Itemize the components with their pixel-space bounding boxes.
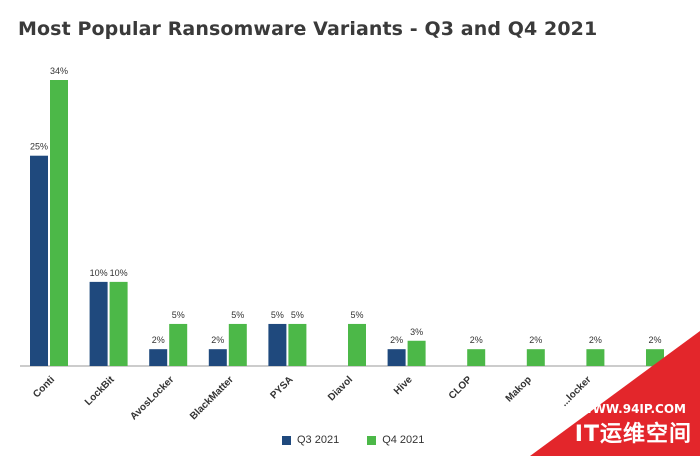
bars-group: [30, 80, 664, 366]
bar-makop-q4: [526, 349, 545, 366]
bar-blackmatter-q3: [208, 349, 227, 366]
legend-item-q3: Q3 2021: [282, 434, 339, 446]
watermark-triangle: [530, 331, 700, 456]
legend-label-q4: Q4 2021: [382, 434, 425, 446]
value-label: 2%: [211, 335, 224, 345]
value-label: 5%: [291, 310, 304, 320]
bar-avoslocker-q3: [149, 349, 168, 366]
chart-title: Most Popular Ransomware Variants - Q3 an…: [18, 18, 598, 40]
watermark-name: IT运维空间: [574, 422, 692, 447]
value-label: 25%: [30, 142, 48, 152]
category-labels-group: Conti LockBit AvosLocker BlackMatter PYSA Dia…: [31, 374, 593, 422]
value-labels-group: 25% 34% 10% 10% 2% 5% 2% 5% 5% 5% 5% 2% 3% 2% 2% 2% 2%: [30, 66, 662, 345]
bar-pysa-q3: [268, 323, 287, 366]
category-label: LockBit: [83, 374, 117, 408]
bar-conti-q3: [30, 155, 48, 366]
bar-lockbit-q3: [89, 281, 108, 366]
value-label: 5%: [271, 310, 284, 320]
category-label: Diavol: [326, 374, 355, 403]
bar-diavol-q4: [348, 323, 366, 366]
value-label: 10%: [110, 268, 128, 278]
legend: Q3 2021 Q4 2021: [282, 434, 424, 446]
value-label: 2%: [589, 335, 602, 345]
watermark: WWW.94IP.COM IT运维空间: [530, 331, 700, 456]
watermark-url: WWW.94IP.COM: [579, 402, 686, 416]
legend-label-q3: Q3 2021: [297, 434, 340, 446]
value-label: 2%: [390, 335, 403, 345]
category-label: Hive: [392, 374, 415, 397]
value-label: 2%: [152, 335, 165, 345]
category-label: BlackMatter: [188, 374, 236, 422]
value-label: 5%: [350, 310, 363, 320]
bar-avoslocker-q4: [169, 323, 188, 366]
bar-clop-q4: [467, 349, 486, 366]
legend-item-q4: Q4 2021: [367, 434, 424, 446]
legend-swatch-q3: [282, 435, 291, 445]
category-label: AvosLocker: [128, 374, 176, 422]
category-label: Conti: [31, 374, 57, 400]
value-label: 34%: [50, 66, 68, 76]
bar-lockbit-q4: [109, 281, 128, 366]
bar-pysa-q4: [288, 323, 307, 366]
value-label: 10%: [90, 268, 108, 278]
bar-hive-q3: [387, 349, 406, 366]
value-label: 3%: [410, 327, 423, 337]
category-label: CLOP: [447, 374, 475, 402]
value-label: 2%: [529, 335, 542, 345]
bar-hive-q4: [407, 340, 426, 366]
value-label: 2%: [470, 335, 483, 345]
value-label: 2%: [648, 335, 661, 345]
bar-blackmatter-q4: [228, 323, 247, 366]
value-label: 5%: [172, 310, 185, 320]
bar--locker-q4: [586, 349, 605, 366]
category-label: PYSA: [268, 374, 295, 401]
value-label: 5%: [231, 310, 244, 320]
bar-conti-q4: [50, 80, 68, 366]
legend-swatch-q4: [367, 435, 377, 445]
